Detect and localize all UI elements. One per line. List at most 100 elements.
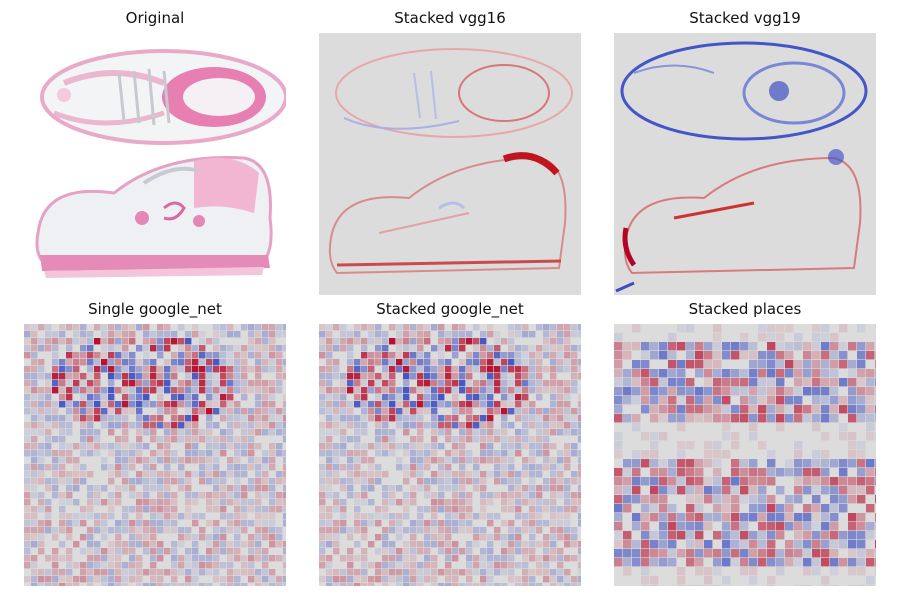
heatmap-cell — [536, 506, 543, 513]
heatmap-cell — [641, 360, 650, 369]
heatmap-cell — [403, 527, 410, 534]
heatmap-cell — [578, 324, 581, 331]
heatmap-cell — [122, 562, 129, 569]
heatmap-cell — [122, 429, 129, 436]
heatmap-cell — [283, 569, 286, 576]
heatmap-cell — [129, 331, 136, 338]
heatmap-cell — [704, 387, 713, 396]
heatmap-cell — [283, 324, 286, 331]
heatmap-cell — [171, 436, 178, 443]
heatmap-cell — [785, 549, 794, 558]
heatmap-cell — [227, 576, 234, 583]
heatmap-cell — [73, 562, 80, 569]
heatmap-cell — [248, 352, 255, 359]
heatmap-cell — [206, 478, 213, 485]
heatmap-cell — [171, 492, 178, 499]
heatmap-cell — [368, 352, 375, 359]
heatmap-cell — [382, 338, 389, 345]
heatmap-cell — [794, 378, 803, 387]
heatmap-cell — [382, 499, 389, 506]
heatmap-cell — [136, 415, 143, 422]
heatmap-cell — [396, 548, 403, 555]
heatmap-cell — [557, 422, 564, 429]
heatmap-cell — [206, 338, 213, 345]
heatmap-cell — [758, 513, 767, 522]
heatmap-cell — [354, 583, 361, 586]
heatmap-cell — [410, 443, 417, 450]
heatmap-cell — [424, 324, 431, 331]
heatmap-cell — [150, 534, 157, 541]
heatmap-cell — [767, 324, 776, 333]
panel-title-stacked-vgg16: Stacked vgg16 — [394, 9, 506, 27]
heatmap-cell — [848, 540, 857, 549]
heatmap-cell — [650, 504, 659, 513]
heatmap-cell — [776, 351, 785, 360]
heatmap-cell — [564, 394, 571, 401]
heatmap-cell — [326, 464, 333, 471]
heatmap-cell — [234, 513, 241, 520]
heatmap-cell — [857, 378, 866, 387]
heatmap-cell — [94, 562, 101, 569]
heatmap-cell — [821, 576, 830, 585]
heatmap-cell — [192, 408, 199, 415]
heatmap-cell — [494, 513, 501, 520]
heatmap-cell — [59, 394, 66, 401]
heatmap-cell — [515, 443, 522, 450]
heatmap-cell — [522, 380, 529, 387]
heatmap-cell — [87, 422, 94, 429]
heatmap-cell — [319, 471, 326, 478]
heatmap-cell — [333, 450, 340, 457]
heatmap-cell — [38, 457, 45, 464]
heatmap-cell — [515, 366, 522, 373]
heatmap-cell — [45, 345, 52, 352]
heatmap-cell — [403, 338, 410, 345]
heatmap-cell — [262, 324, 269, 331]
heatmap-cell — [164, 331, 171, 338]
heatmap-cell — [438, 534, 445, 541]
heatmap-cell — [536, 450, 543, 457]
heatmap-cell — [94, 485, 101, 492]
heatmap-cell — [830, 585, 839, 586]
heatmap-cell — [143, 464, 150, 471]
heatmap-cell — [94, 548, 101, 555]
heatmap-cell — [839, 324, 848, 333]
heatmap-cell — [494, 464, 501, 471]
heatmap-cell — [686, 513, 695, 522]
heatmap-cell — [101, 583, 108, 586]
heatmap-cell — [731, 459, 740, 468]
heatmap-cell — [659, 513, 668, 522]
heatmap-cell — [24, 534, 31, 541]
heatmap-cell — [410, 408, 417, 415]
heatmap-cell — [557, 576, 564, 583]
heatmap-cell — [361, 345, 368, 352]
heatmap-cell — [830, 540, 839, 549]
heatmap-cell — [515, 429, 522, 436]
heatmap-cell — [857, 567, 866, 576]
heatmap-cell — [354, 520, 361, 527]
heatmap-cell — [389, 520, 396, 527]
heatmap-cell — [543, 478, 550, 485]
heatmap-cell — [368, 541, 375, 548]
heatmap-cell — [333, 345, 340, 352]
heatmap-cell — [650, 585, 659, 586]
heatmap-cell — [557, 324, 564, 331]
heatmap-cell — [241, 366, 248, 373]
heatmap-cell — [234, 583, 241, 586]
heatmap-cell — [578, 492, 581, 499]
heatmap-cell — [803, 522, 812, 531]
heatmap-cell — [480, 394, 487, 401]
heatmap-cell — [368, 576, 375, 583]
heatmap-cell — [410, 331, 417, 338]
heatmap-cell — [80, 562, 87, 569]
heatmap-cell — [515, 352, 522, 359]
heatmap-cell — [713, 396, 722, 405]
heatmap-cell — [536, 541, 543, 548]
heatmap-cell — [438, 527, 445, 534]
heatmap-cell — [375, 548, 382, 555]
heatmap-cell — [668, 531, 677, 540]
heatmap-cell — [59, 401, 66, 408]
heatmap-cell — [713, 585, 722, 586]
heatmap-cell — [24, 485, 31, 492]
heatmap-cell — [659, 558, 668, 567]
heatmap-cell — [375, 359, 382, 366]
